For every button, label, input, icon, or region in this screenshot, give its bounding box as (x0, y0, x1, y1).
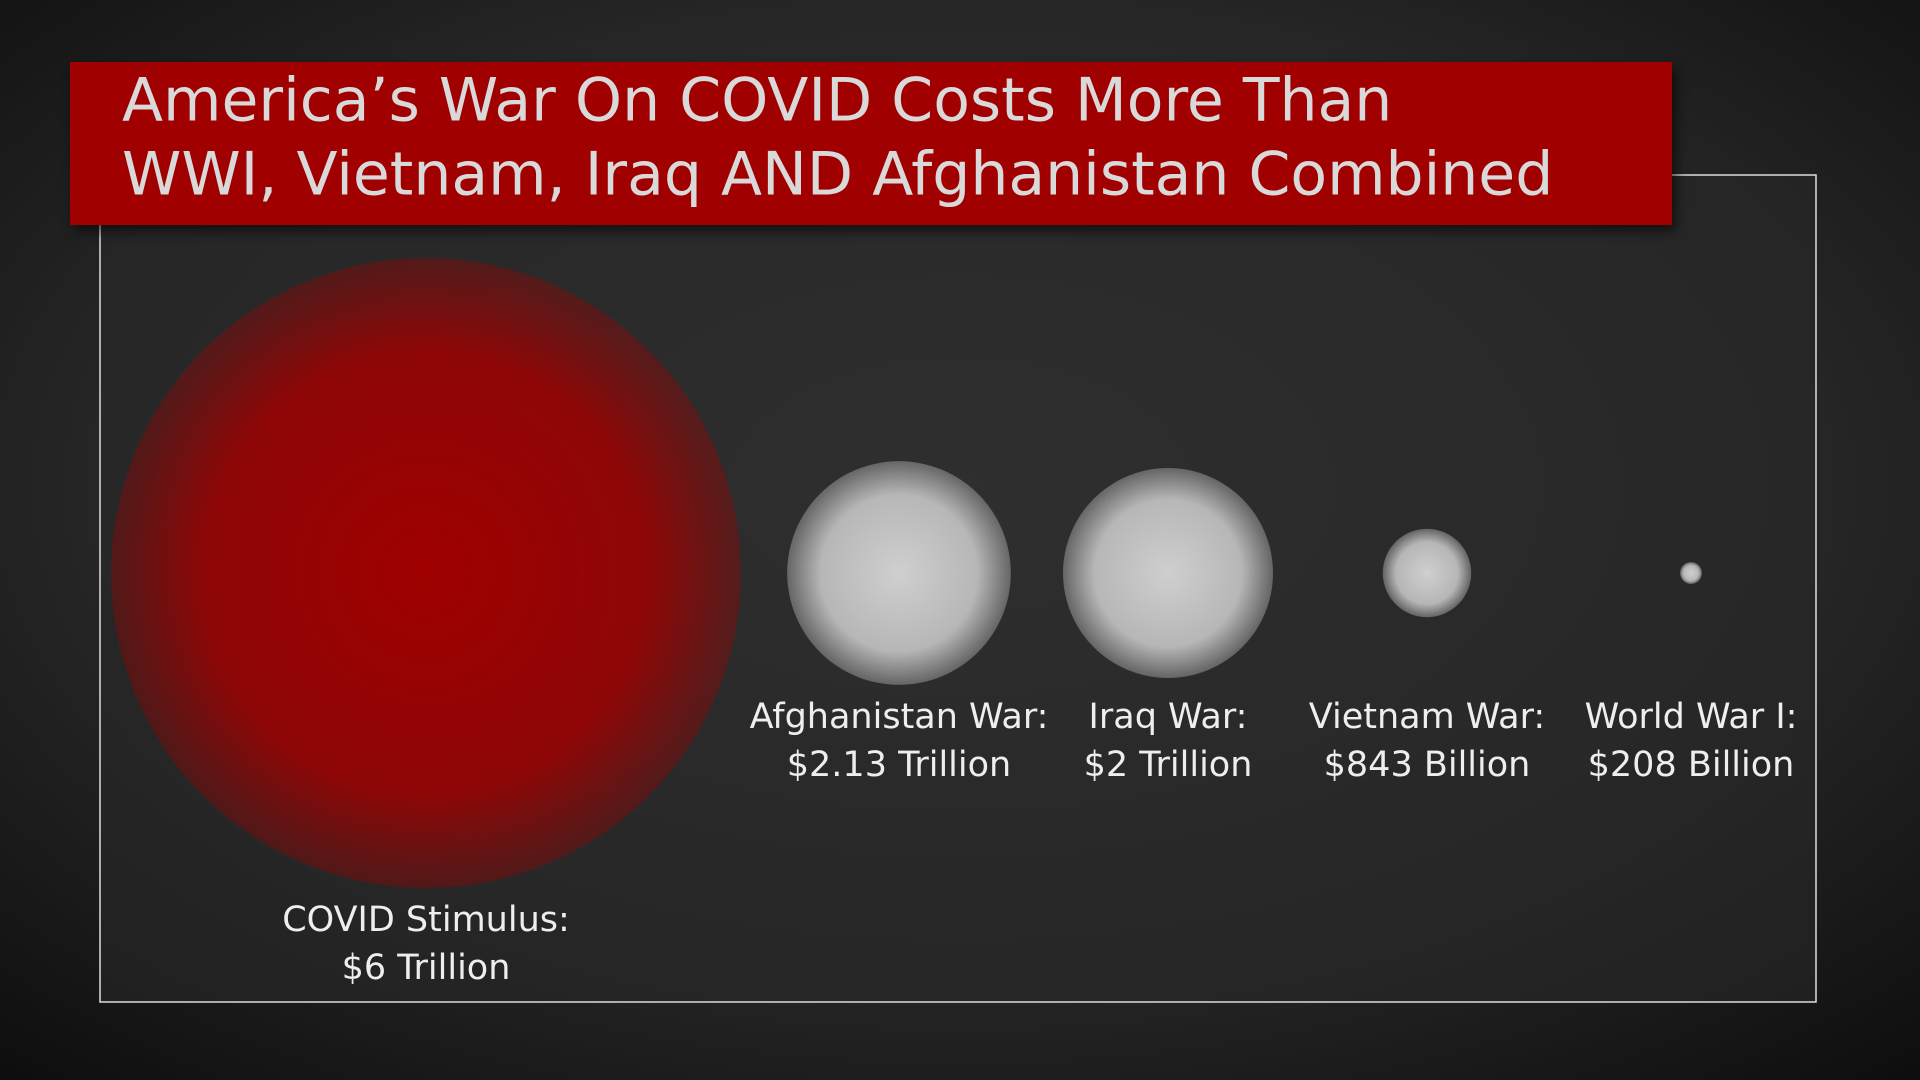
bubble (1680, 562, 1702, 584)
bubble (1063, 468, 1273, 678)
bubble (1382, 528, 1472, 618)
value-label: $2 Trillion (1084, 745, 1253, 785)
bubble-label: Vietnam War: (1309, 697, 1545, 737)
bubble (787, 461, 1011, 685)
value-label: $208 Billion (1588, 745, 1795, 785)
value-label: $843 Billion (1324, 745, 1531, 785)
bubble-label: Afghanistan War: (750, 697, 1049, 737)
chart-title: WWI, Vietnam, Iraq AND Afghanistan Combi… (122, 140, 1553, 210)
chart-title: America’s War On COVID Costs More Than (122, 66, 1392, 136)
bubble-label: COVID Stimulus: (282, 900, 570, 940)
bubble (111, 258, 741, 888)
bubble-label: World War I: (1585, 697, 1798, 737)
bubble-label: Iraq War: (1089, 697, 1248, 737)
title-banner (70, 62, 1672, 225)
value-label: $2.13 Trillion (787, 745, 1011, 785)
value-label: $6 Trillion (342, 948, 511, 988)
